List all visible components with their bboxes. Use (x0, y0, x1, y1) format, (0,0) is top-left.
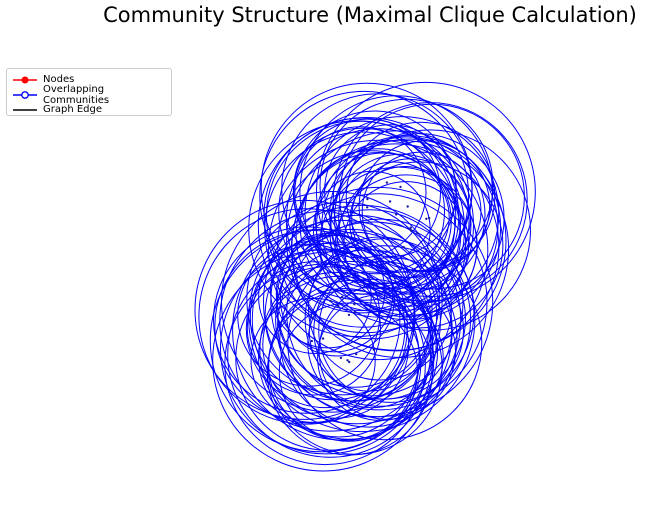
graph-node (385, 181, 389, 184)
graph-node (348, 360, 351, 364)
graph-node (347, 313, 351, 317)
graph-node (366, 206, 369, 209)
community-circle (316, 81, 536, 302)
chart-title: Community Structure (Maximal Clique Calc… (103, 3, 637, 27)
legend-label-edge: Graph Edge (43, 104, 103, 115)
graph-node (311, 316, 314, 319)
graph-node (425, 217, 428, 220)
community-circle (263, 186, 494, 418)
graph-node (310, 339, 313, 343)
graph-node (388, 200, 392, 203)
community-circle (286, 218, 475, 407)
community-circle (290, 139, 510, 358)
community-circle (265, 120, 457, 312)
graph-node (353, 303, 356, 306)
community-circle (336, 161, 504, 329)
community-circle (278, 127, 446, 295)
community-circle (257, 117, 474, 334)
community-circle (250, 297, 376, 423)
graph-node (427, 216, 431, 220)
community-circle (258, 240, 372, 355)
community-circle (330, 153, 472, 295)
graph-node (399, 185, 402, 189)
community-circle (338, 161, 450, 274)
graph-node (353, 311, 356, 314)
graph-node (329, 299, 332, 303)
community-circle (339, 103, 525, 290)
community-circle (246, 261, 381, 396)
graph-node (346, 359, 349, 362)
graph-node (337, 304, 340, 307)
legend-label-communities: Overlapping Communities (43, 83, 110, 106)
graph-node (395, 213, 398, 216)
graph-node (406, 205, 409, 208)
community-circle (227, 251, 434, 458)
community-circle (319, 98, 494, 273)
graph-node (339, 356, 343, 360)
legend-item-nodes: Nodes (11, 72, 171, 87)
community-marker-icon (13, 90, 37, 99)
community-circle (248, 204, 476, 433)
community-circle (308, 236, 452, 381)
community-circle (286, 130, 507, 351)
graph-node (355, 352, 358, 356)
legend-label-nodes: Nodes (43, 74, 75, 85)
community-circle (304, 238, 466, 400)
community-circle (329, 129, 532, 331)
edge-line-icon (13, 108, 37, 111)
community-circle (287, 245, 483, 441)
community-circle (246, 201, 440, 396)
community-circle (268, 288, 422, 441)
community-circle (264, 131, 461, 328)
community-circle (294, 126, 427, 259)
community-circle (275, 221, 472, 418)
community-circle (251, 214, 462, 425)
community-circle (277, 150, 467, 340)
legend: Nodes Overlapping Communities Graph Edge (6, 68, 172, 116)
community-circle (245, 248, 406, 409)
community-circle (304, 116, 500, 311)
community-circle (318, 282, 456, 420)
graph-node (372, 348, 376, 351)
legend-item-communities: Overlapping Communities (11, 84, 171, 106)
graph-node (321, 337, 325, 340)
community-circle (259, 90, 470, 301)
community-circle (321, 138, 499, 316)
graph-node (341, 295, 344, 299)
community-circle (317, 294, 444, 421)
graph-node (416, 231, 419, 235)
community-circle (267, 139, 489, 361)
graph-node (366, 197, 369, 201)
community-circle (361, 151, 482, 272)
legend-item-edge: Graph Edge (11, 102, 171, 117)
graph-node (409, 227, 412, 231)
node-marker-icon (13, 76, 37, 83)
community-circle (329, 136, 486, 293)
graph-node (402, 246, 405, 249)
